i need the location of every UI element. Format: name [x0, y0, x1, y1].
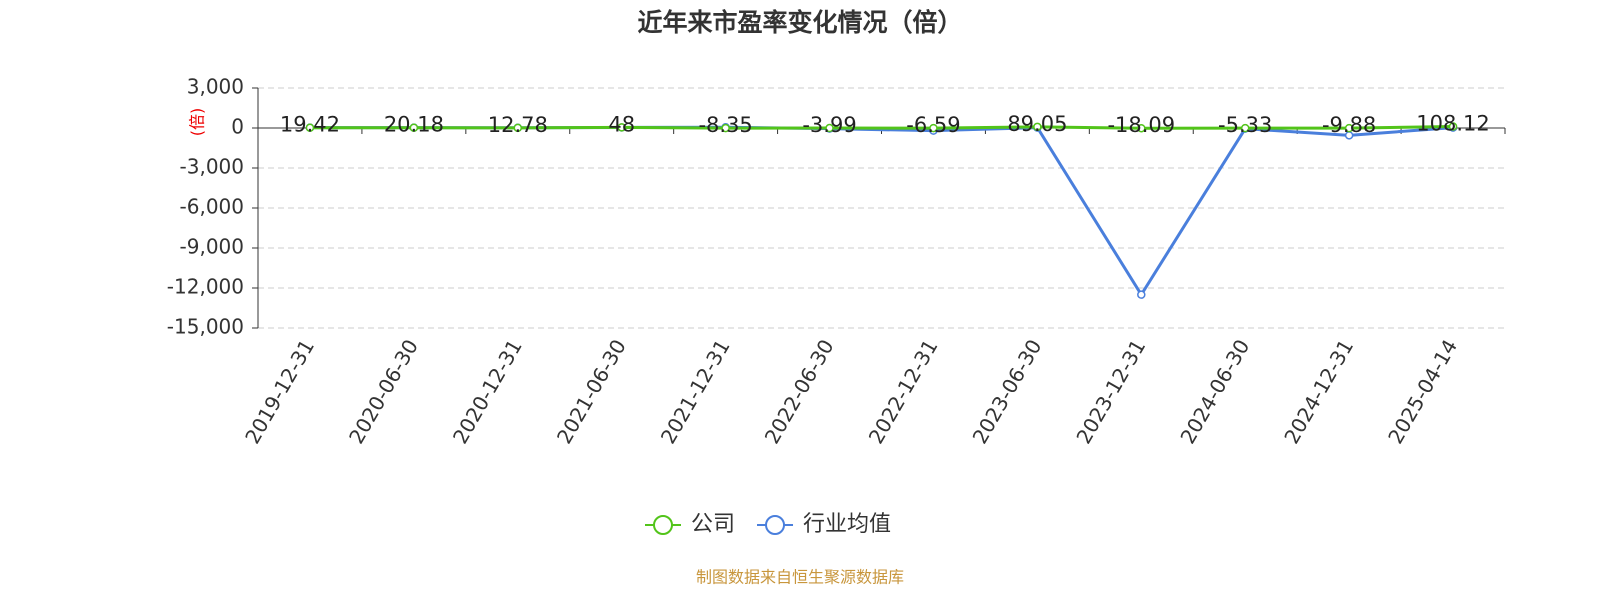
point — [929, 123, 938, 133]
data-label: -18.09 — [1107, 113, 1175, 137]
point — [1344, 123, 1354, 133]
point — [305, 123, 315, 132]
x-tick-label: 2023-12-31 — [1071, 335, 1150, 448]
legend-marker — [653, 515, 673, 535]
y-tick-label: -9,000 — [180, 235, 244, 259]
chart-title: 近年来市盈率变化情况（倍） — [637, 8, 962, 37]
data-label: -3.99 — [802, 113, 856, 137]
series-line — [309, 125, 1454, 298]
data-label: 89.05 — [1007, 112, 1067, 136]
x-tick-label: 2024-06-30 — [1175, 335, 1254, 448]
y-tick-label: -6,000 — [180, 195, 244, 219]
point — [409, 123, 419, 132]
y-tick-label: -15,000 — [167, 315, 244, 339]
point — [1448, 122, 1458, 131]
point — [513, 123, 523, 133]
point — [1137, 290, 1146, 299]
data-label: 12.78 — [488, 113, 548, 137]
y-tick-label: 0 — [231, 115, 244, 139]
point — [1033, 122, 1042, 132]
series-line — [309, 125, 1454, 130]
x-tick-label: 2022-06-30 — [760, 335, 839, 448]
point — [721, 123, 730, 133]
x-tick-label: 2021-06-30 — [552, 335, 631, 448]
x-tick-label: 2020-12-31 — [448, 335, 527, 448]
data-label: 48 — [608, 112, 635, 136]
point — [825, 123, 834, 133]
data-label: -9.88 — [1322, 113, 1376, 137]
legend-item: 公司 — [645, 512, 735, 537]
source-note: 制图数据来自恒生聚源数据库 — [696, 568, 904, 587]
x-tick-label: 2022-12-31 — [864, 335, 943, 448]
x-tick-label: 2021-12-31 — [656, 335, 735, 448]
legend-label: 公司 — [691, 512, 735, 537]
point — [617, 123, 626, 132]
point — [1240, 123, 1250, 133]
y-tick-label: -12,000 — [167, 275, 244, 299]
data-label: 108.12 — [1416, 112, 1489, 136]
legend-marker — [765, 515, 786, 535]
x-tick-label: 2020-06-30 — [344, 335, 423, 448]
legend-label: 行业均值 — [803, 512, 891, 537]
data-label: -6.59 — [906, 113, 960, 137]
y-axis-label: (倍) — [188, 108, 207, 137]
y-tick-label: -3,000 — [180, 155, 244, 179]
legend-item: 行业均值 — [757, 512, 891, 537]
x-tick-label: 2024-12-31 — [1279, 335, 1358, 448]
data-label: -5.33 — [1218, 113, 1272, 137]
x-tick-label: 2025-04-14 — [1383, 335, 1462, 448]
data-label: 19.42 — [280, 113, 340, 137]
x-tick-label: 2019-12-31 — [240, 335, 319, 448]
data-label: 20.18 — [384, 113, 444, 137]
data-label: -8.35 — [698, 113, 752, 137]
y-tick-label: 3,000 — [187, 75, 244, 99]
point — [1137, 123, 1146, 133]
x-tick-label: 2023-06-30 — [968, 335, 1047, 448]
